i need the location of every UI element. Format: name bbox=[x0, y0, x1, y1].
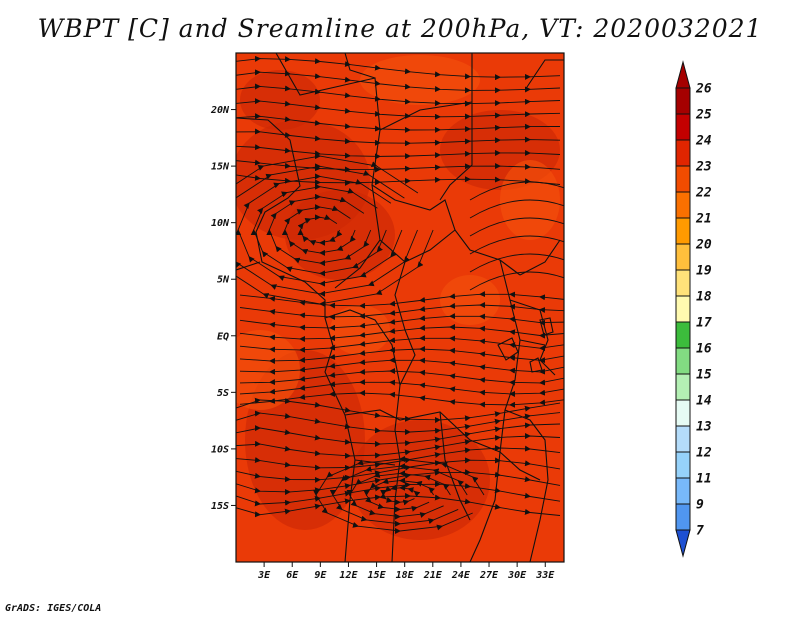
wbpt-patch bbox=[330, 305, 390, 355]
lat-tick-label: 5S bbox=[217, 388, 229, 399]
streamline bbox=[469, 253, 564, 273]
streamline bbox=[469, 181, 564, 201]
lon-tick-label: 15E bbox=[368, 570, 387, 581]
lon-tick-label: 3E bbox=[257, 570, 271, 581]
colorbar-label: 15 bbox=[696, 368, 712, 383]
colorbar-label: 21 bbox=[695, 212, 712, 227]
lon-tick-label: 12E bbox=[339, 570, 358, 581]
colorbar-bottom-arrow bbox=[675, 529, 691, 558]
colorbar-swatch bbox=[675, 113, 691, 141]
colorbar-swatch bbox=[675, 321, 691, 349]
colorbar-swatch bbox=[675, 217, 691, 245]
lat-tick-label: 15N bbox=[211, 162, 230, 173]
lon-tick-label: 24E bbox=[451, 570, 471, 581]
colorbar-swatch bbox=[675, 191, 691, 219]
streamline bbox=[236, 128, 561, 147]
chart-title: WBPT [C] and Sreamline at 200hPa, VT: 20… bbox=[37, 14, 763, 43]
colorbar-label: 20 bbox=[695, 238, 712, 253]
longitude-axis: 3E 6E 9E 12E 15E 18E 21E 24E 27E 30E 33E bbox=[257, 562, 555, 581]
colorbar-swatch bbox=[675, 451, 691, 479]
wbpt-patch bbox=[360, 55, 480, 105]
colorbar-label: 13 bbox=[696, 420, 712, 435]
lon-tick-label: 6E bbox=[286, 570, 299, 581]
colorbar-label: 14 bbox=[696, 394, 712, 409]
colorbar-swatch bbox=[675, 373, 691, 401]
streamlines bbox=[236, 55, 564, 534]
colorbar-label: 17 bbox=[696, 316, 712, 331]
wbpt-patch bbox=[240, 70, 320, 130]
colorbar-label: 9 bbox=[696, 498, 704, 513]
colorbar-swatch bbox=[675, 139, 691, 167]
wbpt-patch bbox=[285, 190, 395, 280]
colorbar-swatch bbox=[675, 347, 691, 375]
lat-tick-label: 5N bbox=[217, 275, 230, 286]
colorbar-top-arrow bbox=[675, 60, 691, 89]
colorbar-label: 12 bbox=[696, 446, 712, 461]
colorbar-label: 22 bbox=[695, 186, 712, 201]
colorbar-swatch bbox=[675, 87, 691, 115]
colorbar-label: 7 bbox=[696, 524, 704, 539]
colorbar-swatch bbox=[675, 399, 691, 427]
wbpt-patch bbox=[236, 330, 300, 410]
colorbar-label: 23 bbox=[695, 160, 712, 175]
colorbar-label: 25 bbox=[695, 108, 712, 123]
colorbar: 26 25 24 23 22 21 20 19 18 17 16 15 14 13 12 11 9 7 bbox=[675, 60, 712, 558]
colorbar-swatch bbox=[675, 243, 691, 271]
lon-tick-label: 21E bbox=[423, 570, 443, 581]
map-frame bbox=[235, 52, 565, 563]
colorbar-swatch bbox=[675, 165, 691, 193]
colorbar-label: 26 bbox=[695, 82, 712, 97]
lat-tick-label: 15S bbox=[211, 501, 229, 512]
streamline bbox=[313, 456, 485, 534]
colorbar-label: 19 bbox=[696, 264, 712, 279]
lat-tick-label: 10N bbox=[211, 218, 230, 229]
colorbar-swatch bbox=[675, 477, 691, 505]
colorbar-label: 24 bbox=[695, 134, 712, 149]
lon-tick-label: 33E bbox=[535, 570, 555, 581]
streamline bbox=[469, 271, 564, 291]
streamline bbox=[236, 153, 434, 307]
streamline bbox=[469, 217, 564, 237]
streamline bbox=[469, 199, 564, 219]
lon-tick-label: 27E bbox=[479, 570, 499, 581]
colorbar-label: 16 bbox=[696, 342, 712, 357]
colorbar-label: 18 bbox=[696, 290, 712, 305]
lon-tick-label: 18E bbox=[396, 570, 415, 581]
colorbar-label: 11 bbox=[696, 472, 712, 487]
colorbar-swatch bbox=[675, 425, 691, 453]
colorbar-swatch bbox=[675, 269, 691, 297]
streamline bbox=[469, 235, 564, 255]
lon-tick-label: 30E bbox=[507, 570, 527, 581]
grads-credit: GrADS: IGES/COLA bbox=[5, 603, 102, 614]
colorbar-swatch bbox=[675, 295, 691, 323]
colorbar-swatch bbox=[675, 503, 691, 531]
map-plot-area bbox=[236, 53, 564, 562]
lon-tick-label: 9E bbox=[314, 570, 327, 581]
latitude-axis: 20N 15N 10N 5N EQ 5S 10S 15S bbox=[210, 105, 236, 512]
lat-tick-label: 10S bbox=[211, 444, 229, 455]
lat-tick-label: EQ bbox=[217, 331, 229, 342]
lat-tick-label: 20N bbox=[210, 105, 230, 116]
wbpt-patch bbox=[350, 420, 490, 540]
